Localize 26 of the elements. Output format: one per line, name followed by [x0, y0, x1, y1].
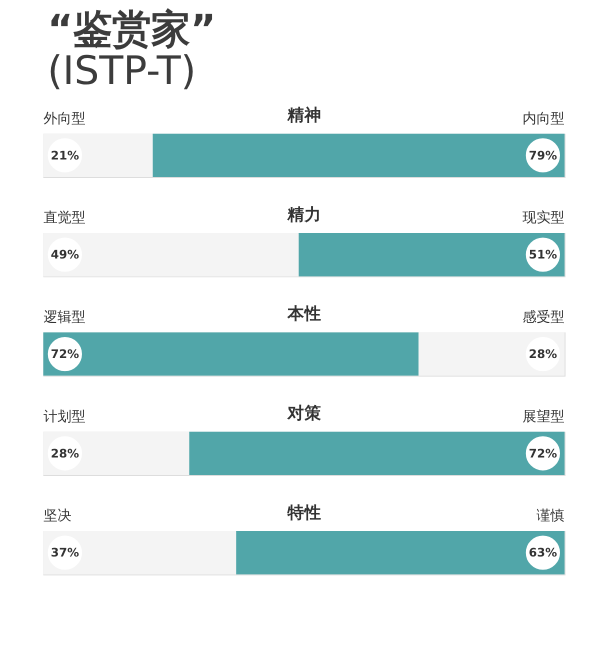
- data-label: 28%: [528, 346, 558, 361]
- series-label: 直觉型: [43, 210, 86, 226]
- chart-title: “鉴赏家”: [47, 6, 216, 53]
- x-axis-title: 本性: [286, 303, 322, 324]
- data-label: 79%: [528, 148, 558, 162]
- data-label: 21%: [50, 148, 80, 162]
- series-label: 坚决: [43, 508, 72, 524]
- series-label: 内向型: [522, 110, 565, 127]
- x-axis-title: 特性: [286, 502, 322, 522]
- data-label: 37%: [50, 546, 80, 560]
- data-label: 51%: [528, 248, 558, 262]
- series-label: 感受型: [522, 310, 565, 326]
- data-label: 28%: [50, 446, 80, 460]
- data-label: 49%: [50, 248, 80, 262]
- series-label: 外向型: [43, 110, 86, 127]
- data-label: 63%: [528, 546, 558, 560]
- series-label: 计划型: [43, 408, 86, 425]
- x-axis-title: 精力: [286, 204, 322, 224]
- series-label: 现实型: [522, 210, 565, 226]
- data-label: 72%: [50, 346, 80, 361]
- series-label: 展望型: [522, 408, 565, 425]
- data-label: 72%: [528, 446, 558, 460]
- series-label: 逻辑型: [43, 310, 86, 326]
- x-axis-title: 精神: [286, 104, 322, 124]
- x-axis-title: 对策: [286, 402, 322, 422]
- series-label: 谨慎: [536, 508, 565, 524]
